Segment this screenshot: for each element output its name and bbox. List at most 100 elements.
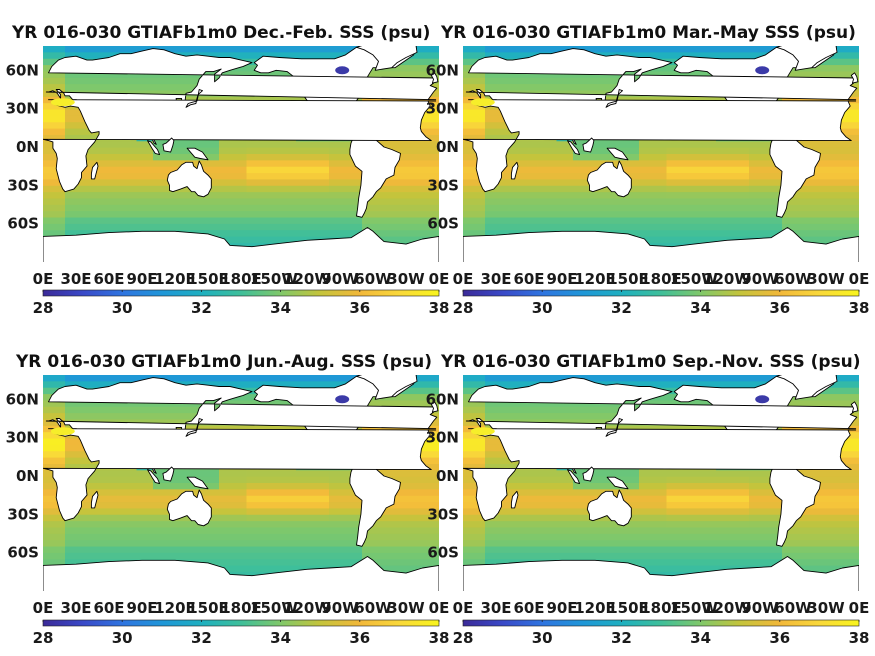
salinity-cell	[136, 160, 143, 168]
salinity-cell	[820, 192, 827, 200]
salinity-cell	[540, 198, 547, 206]
salinity-cell	[485, 77, 492, 85]
salinity-cell	[142, 223, 149, 231]
salinity-cell	[59, 46, 66, 53]
salinity-cell	[48, 154, 55, 161]
salinity-cell	[661, 52, 668, 60]
salinity-cell	[853, 46, 859, 53]
salinity-cell	[142, 71, 149, 79]
salinity-cell	[683, 71, 690, 79]
salinity-cell	[721, 230, 728, 238]
salinity-cell	[485, 128, 492, 136]
x-tick-label: 120E	[574, 270, 616, 288]
salinity-cell	[296, 160, 303, 168]
salinity-cell	[268, 154, 275, 161]
salinity-cell	[318, 154, 325, 161]
salinity-cell	[136, 179, 143, 187]
salinity-cell	[842, 204, 849, 212]
salinity-cell	[463, 198, 470, 206]
salinity-cell	[622, 147, 629, 155]
salinity-cell	[98, 77, 105, 85]
salinity-cell	[70, 115, 77, 123]
salinity-cell	[70, 204, 77, 212]
salinity-cell	[246, 185, 253, 193]
x-tick-label: 30W	[387, 270, 425, 288]
salinity-cell	[721, 204, 728, 212]
salinity-cell	[815, 198, 822, 206]
salinity-cell	[384, 217, 391, 225]
salinity-cell	[765, 46, 772, 53]
salinity-cell	[507, 154, 514, 161]
salinity-cell	[87, 160, 94, 168]
salinity-cell	[428, 223, 435, 231]
salinity-cell	[422, 166, 429, 174]
salinity-cell	[584, 173, 591, 181]
salinity-cell	[584, 204, 591, 212]
salinity-cell	[268, 160, 275, 168]
salinity-cell	[683, 223, 690, 231]
salinity-cell	[351, 211, 358, 219]
salinity-cell	[534, 217, 541, 225]
salinity-cell	[54, 115, 61, 123]
salinity-cell	[578, 211, 585, 219]
salinity-cell	[406, 166, 413, 174]
salinity-cell	[804, 71, 811, 79]
salinity-cell	[257, 211, 264, 219]
salinity-cell	[518, 223, 525, 231]
salinity-cell	[809, 96, 816, 104]
salinity-cell	[81, 77, 88, 85]
salinity-cell	[274, 46, 281, 53]
salinity-cell	[567, 198, 574, 206]
salinity-cell	[263, 198, 270, 206]
salinity-cell	[556, 77, 563, 85]
salinity-cell	[479, 217, 486, 225]
salinity-cell	[463, 134, 470, 142]
salinity-cell	[798, 230, 805, 238]
salinity-cell	[523, 173, 530, 181]
salinity-cell	[474, 71, 481, 79]
salinity-cell	[567, 179, 574, 187]
salinity-cell	[43, 115, 50, 123]
salinity-cell	[567, 166, 574, 174]
salinity-cell	[43, 84, 50, 92]
x-tick-label: 120W	[703, 270, 751, 288]
salinity-cell	[241, 211, 248, 219]
salinity-cell	[400, 173, 407, 181]
salinity-cell	[837, 141, 844, 149]
salinity-cell	[400, 230, 407, 238]
salinity-cell	[428, 160, 435, 168]
salinity-cell	[395, 230, 402, 238]
salinity-cell	[433, 230, 439, 238]
salinity-cell	[518, 71, 525, 79]
salinity-cell	[411, 160, 418, 168]
salinity-cell	[749, 198, 756, 206]
salinity-cell	[518, 192, 525, 200]
salinity-cell	[688, 192, 695, 200]
salinity-cell	[142, 185, 149, 193]
salinity-cell	[433, 65, 439, 73]
salinity-cell	[268, 71, 275, 79]
salinity-cell	[523, 84, 530, 92]
salinity-cell	[688, 211, 695, 219]
salinity-cell	[529, 204, 536, 212]
salinity-cell	[507, 52, 514, 60]
salinity-cell	[48, 185, 55, 193]
salinity-cell	[268, 204, 275, 212]
salinity-cell	[468, 96, 475, 104]
salinity-cell	[727, 147, 734, 155]
salinity-cell	[224, 179, 231, 187]
salinity-cell	[213, 141, 220, 149]
panel-title: YR 016-030 GTIAFb1m0 Mar.-May SSS (psu)	[440, 23, 856, 43]
salinity-cell	[257, 46, 264, 53]
salinity-cell	[202, 166, 209, 174]
salinity-cell	[699, 211, 706, 219]
salinity-cell	[43, 103, 50, 111]
salinity-cell	[837, 198, 844, 206]
salinity-cell	[694, 223, 701, 231]
salinity-cell	[180, 204, 187, 212]
salinity-cell	[120, 166, 127, 174]
salinity-cell	[853, 173, 859, 181]
salinity-cell	[290, 230, 297, 238]
salinity-cell	[479, 84, 486, 92]
salinity-cell	[103, 198, 110, 206]
